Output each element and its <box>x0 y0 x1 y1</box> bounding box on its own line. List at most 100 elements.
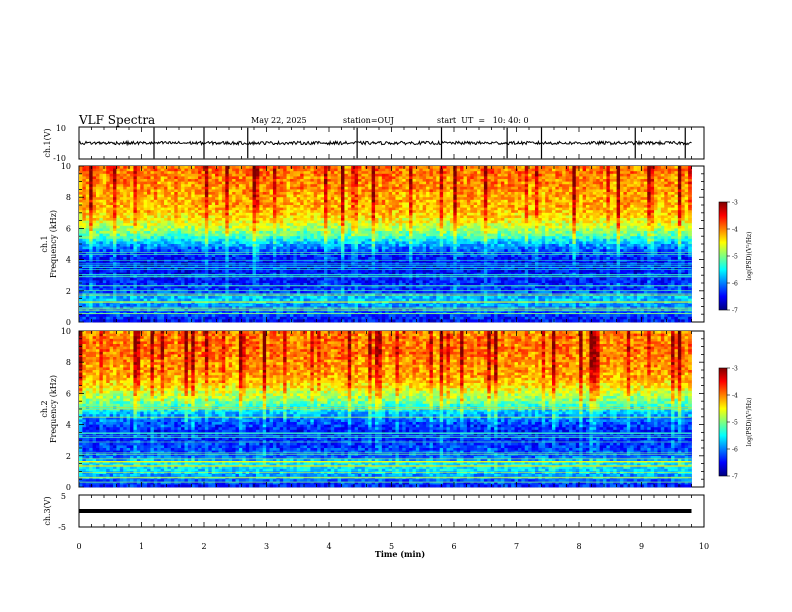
spectrogram-cell <box>235 249 240 253</box>
spectrogram-cell <box>269 285 274 289</box>
spectrogram-cell <box>187 199 192 203</box>
spectrogram-cell <box>266 184 270 188</box>
spectrogram-cell <box>126 189 131 193</box>
spectrogram-cell <box>300 225 304 229</box>
spectrogram-cell <box>130 205 134 208</box>
spectrogram-cell <box>300 314 304 318</box>
spectrogram-cell <box>259 238 264 242</box>
spectrogram-cell <box>102 192 107 195</box>
spectrogram-cell <box>218 210 223 214</box>
spectrogram-cell <box>92 202 97 206</box>
spectrogram-cell <box>157 264 162 268</box>
spectrogram-cell <box>242 215 247 219</box>
spectrogram-cell <box>300 228 304 232</box>
spectrogram-cell <box>211 314 216 318</box>
spectrogram-cell <box>218 231 223 234</box>
spectrogram-cell <box>324 241 328 245</box>
spectrogram-cell <box>242 288 247 292</box>
spectrogram-cell <box>272 238 277 242</box>
spectrogram-cell <box>147 233 151 237</box>
spectrogram-cell <box>303 246 308 250</box>
spectrogram-cell <box>198 241 202 245</box>
spectrogram-cell <box>184 207 189 211</box>
spectrogram-cell <box>262 220 267 224</box>
spectrogram-cell <box>279 184 284 188</box>
spectrogram-cell <box>150 194 155 198</box>
spectrogram-cell <box>160 251 165 255</box>
spectrogram-cell <box>228 296 233 299</box>
spectrogram-cell <box>96 192 100 195</box>
spectrogram-cell <box>252 288 257 292</box>
spectrogram-cell <box>245 223 250 227</box>
spectrogram-cell <box>317 257 321 260</box>
spectrogram-cell <box>109 319 114 323</box>
spectrogram-cell <box>113 285 117 289</box>
spectrogram-cell <box>160 319 165 323</box>
spectrogram-cell <box>79 225 83 229</box>
spectrogram-cell <box>259 296 264 299</box>
spectrogram-cell <box>317 181 321 185</box>
spectrogram-cell <box>177 212 182 216</box>
spectrogram-cell <box>262 173 267 177</box>
spectrogram-cell <box>344 223 349 227</box>
spectrogram-cell <box>194 264 199 268</box>
spectrogram-cell <box>317 166 321 169</box>
spectrogram-cell <box>153 296 158 299</box>
spectrogram-cell <box>259 241 264 245</box>
spectrogram-cell <box>327 184 332 188</box>
spectrogram-cell <box>238 244 243 247</box>
spectrogram-cell <box>184 184 189 188</box>
spectrogram-cell <box>228 210 233 214</box>
spectrogram-cell <box>143 257 148 260</box>
spectrogram-cell <box>300 303 304 307</box>
spectrogram-cell <box>330 179 335 182</box>
spectrogram-cell <box>133 303 138 307</box>
spectrogram-cell <box>119 314 124 318</box>
spectrogram-cell <box>320 215 325 219</box>
spectrogram-cell <box>283 168 287 172</box>
spectrogram-cell <box>341 280 345 284</box>
spectrogram-cell <box>177 225 182 229</box>
spectrogram-cell <box>249 207 253 211</box>
spectrogram-cell <box>201 267 206 271</box>
spectrogram-cell <box>296 288 301 292</box>
spectrogram-cell <box>150 186 155 190</box>
spectrogram-cell <box>99 181 104 185</box>
spectrogram-cell <box>211 296 216 299</box>
spectrogram-cell <box>283 319 287 323</box>
spectrogram-cell <box>303 319 308 323</box>
spectrogram-cell <box>289 199 294 203</box>
spectrogram-cell <box>327 223 332 227</box>
spectrogram-cell <box>160 283 165 286</box>
spectrogram-cell <box>279 303 284 307</box>
spectrogram-cell <box>174 319 179 323</box>
spectrogram-cell <box>232 280 236 284</box>
spectrogram-cell <box>106 176 111 180</box>
spectrogram-cell <box>347 236 352 240</box>
spectrogram-cell <box>85 176 90 180</box>
spectrogram-cell <box>164 202 168 206</box>
spectrogram-cell <box>167 192 172 195</box>
spectrogram-cell <box>92 189 97 193</box>
spectrogram-cell <box>143 202 148 206</box>
spectrogram-cell <box>96 288 100 292</box>
spectrogram-cell <box>337 168 342 172</box>
spectrogram-cell <box>92 314 97 318</box>
spectrogram-cell <box>310 290 315 294</box>
spectrogram-cell <box>242 202 247 206</box>
spectrogram-cell <box>140 212 145 216</box>
spectrogram-cell <box>337 225 342 229</box>
spectrogram-cell <box>198 176 202 180</box>
spectrogram-cell <box>204 259 209 263</box>
spectrogram-cell <box>79 251 83 255</box>
spectrogram-cell <box>164 246 168 250</box>
spectrogram-cell <box>208 197 213 201</box>
spectrogram-cell <box>218 184 223 188</box>
spectrogram-cell <box>119 280 124 284</box>
spectrogram-cell <box>341 199 345 203</box>
spectrogram-cell <box>174 189 179 193</box>
spectrogram-cell <box>136 171 141 175</box>
spectrogram-cell <box>221 288 226 292</box>
spectrogram-cell <box>96 231 100 234</box>
spectrogram-cell <box>215 171 219 175</box>
